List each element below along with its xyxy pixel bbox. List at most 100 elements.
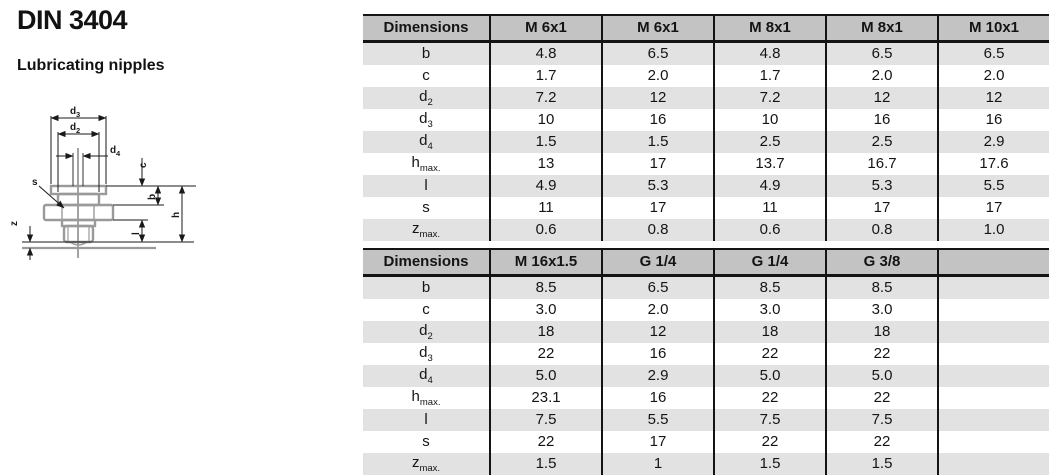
table-row: zmax. 0.6 0.8 0.6 0.8 1.0 xyxy=(363,219,1049,241)
value-cell: 6.5 xyxy=(601,41,714,65)
value-cell xyxy=(937,299,1049,321)
table-row: c 3.0 2.0 3.0 3.0 xyxy=(363,299,1049,321)
row-label-cell: s xyxy=(422,433,430,450)
row-label-cell: d2 xyxy=(363,321,490,343)
value-cell: 0.6 xyxy=(489,219,602,241)
value-cell: 2.0 xyxy=(601,299,714,321)
table-row: zmax. 1.5 1 1.5 1.5 xyxy=(363,453,1049,475)
value-cell xyxy=(937,387,1049,409)
value-cell: 8.5 xyxy=(825,275,938,299)
value-cell: 5.0 xyxy=(825,365,938,387)
value-cell: 0.6 xyxy=(713,219,826,241)
value-cell: 22 xyxy=(489,343,602,365)
value-cell: 17 xyxy=(601,431,714,453)
table-row: b 4.8 6.5 4.8 6.5 6.5 xyxy=(363,41,1049,65)
value-cell: 12 xyxy=(937,87,1049,109)
label-c: c xyxy=(138,162,149,168)
table-row: hmax. 23.1 16 22 22 xyxy=(363,387,1049,409)
table-row: hmax. 13 17 13.7 16.7 17.6 xyxy=(363,153,1049,175)
thread-size-header-cell: M 8x1 xyxy=(825,14,938,43)
value-cell: 1.7 xyxy=(489,65,602,87)
row-label-cell: d3 xyxy=(419,344,433,364)
value-cell: 4.9 xyxy=(713,175,826,197)
thread-size-header-cell: M 6x1 xyxy=(489,14,602,43)
table-row: d3 22 16 22 22 xyxy=(363,343,1049,365)
dimensions-header-cell: Dimensions xyxy=(363,14,490,43)
value-cell: 12 xyxy=(601,321,714,343)
row-label-cell: d4 xyxy=(363,131,490,153)
value-cell: 16.7 xyxy=(825,153,938,175)
value-cell: 22 xyxy=(825,343,938,365)
value-cell: 6.5 xyxy=(825,41,938,65)
value-cell: 1.0 xyxy=(937,219,1049,241)
dimensions-table-metric-small: Dimensions M 6x1 M 6x1 M 8x1 M 8x1 M 10x1 b 4.8… xyxy=(363,14,1049,241)
value-cell: 13 xyxy=(489,153,602,175)
label-h: h xyxy=(171,212,182,218)
value-cell: 10 xyxy=(489,109,602,131)
table-header-row: Dimensions M 16x1.5 G 1/4 G 1/4 G 3/8 xyxy=(363,248,1049,277)
value-cell: 1.5 xyxy=(713,453,826,475)
row-label-cell: zmax. xyxy=(363,453,490,475)
value-cell: 16 xyxy=(601,109,714,131)
label-l: l xyxy=(131,232,142,235)
value-cell: 6.5 xyxy=(601,275,714,299)
label-s: s xyxy=(32,177,38,188)
value-cell: 13.7 xyxy=(713,153,826,175)
row-label-cell: c xyxy=(422,301,430,318)
value-cell: 7.5 xyxy=(713,409,826,431)
value-cell: 18 xyxy=(713,321,826,343)
row-label-cell: l xyxy=(363,175,490,197)
label-z: z xyxy=(9,221,20,226)
row-label-cell: b xyxy=(363,41,490,65)
value-cell: 22 xyxy=(489,431,602,453)
value-cell xyxy=(937,275,1049,299)
dimensions-table-metric-large-and-g-thread: Dimensions M 16x1.5 G 1/4 G 1/4 G 3/8 b 8.5 6.5… xyxy=(363,248,1049,475)
dimension-lines xyxy=(26,114,196,260)
thread-size-header-cell: M 10x1 xyxy=(937,14,1049,43)
value-cell: 7.2 xyxy=(489,87,602,109)
value-cell xyxy=(937,409,1049,431)
label-d3-sub: 3 xyxy=(76,110,80,119)
value-cell: 2.0 xyxy=(825,65,938,87)
table-row: s 22 17 22 22 xyxy=(363,431,1049,453)
value-cell: 3.0 xyxy=(713,299,826,321)
value-cell: 3.0 xyxy=(489,299,602,321)
row-label-cell: hmax. xyxy=(411,154,441,174)
part-outline xyxy=(42,184,115,246)
value-cell: 5.3 xyxy=(825,175,938,197)
table-row: c 1.7 2.0 1.7 2.0 2.0 xyxy=(363,65,1049,87)
value-cell: 7.2 xyxy=(713,87,826,109)
value-cell: 16 xyxy=(601,343,714,365)
value-cell: 2.0 xyxy=(937,65,1049,87)
drawing-labels: d 3 d 2 d 4 c b h l s z xyxy=(9,106,182,235)
value-cell: 6.5 xyxy=(937,41,1049,65)
value-cell xyxy=(937,453,1049,475)
value-cell: 16 xyxy=(601,387,714,409)
value-cell: 2.9 xyxy=(601,365,714,387)
value-cell: 22 xyxy=(825,431,938,453)
row-label-cell: l xyxy=(363,409,490,431)
value-cell: 2.5 xyxy=(825,131,938,153)
table-row: d3 10 16 10 16 16 xyxy=(363,109,1049,131)
value-cell xyxy=(937,431,1049,453)
value-cell: 4.9 xyxy=(489,175,602,197)
value-cell: 18 xyxy=(825,321,938,343)
row-label-cell: b xyxy=(363,275,490,299)
value-cell: 11 xyxy=(489,197,602,219)
row-label-cell: hmax. xyxy=(411,388,441,408)
table-row: d2 7.2 12 7.2 12 12 xyxy=(363,87,1049,109)
value-cell: 17 xyxy=(937,197,1049,219)
value-cell: 5.0 xyxy=(713,365,826,387)
value-cell: 16 xyxy=(937,109,1049,131)
row-label-cell: zmax. xyxy=(363,219,490,241)
value-cell: 1.5 xyxy=(489,453,602,475)
value-cell: 11 xyxy=(713,197,826,219)
value-cell: 3.0 xyxy=(825,299,938,321)
thread-size-header-cell: G 3/8 xyxy=(825,248,938,277)
thread-size-header-cell: M 6x1 xyxy=(601,14,714,43)
value-cell: 1.7 xyxy=(713,65,826,87)
value-cell: 17 xyxy=(601,153,714,175)
value-cell: 1 xyxy=(601,453,714,475)
surface-lines xyxy=(22,241,194,250)
row-label-cell: c xyxy=(422,67,430,84)
